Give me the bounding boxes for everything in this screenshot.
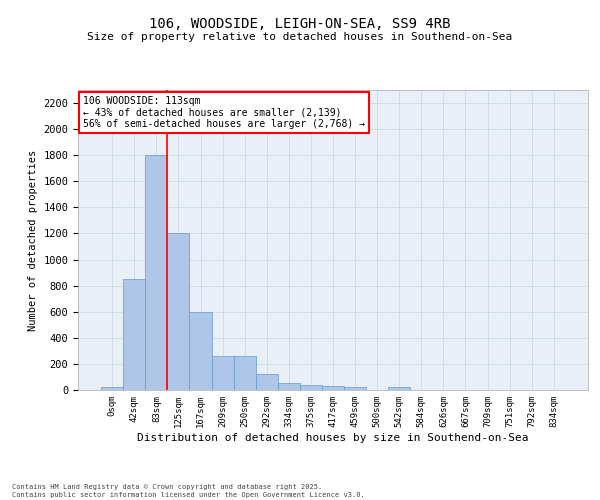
Text: 106 WOODSIDE: 113sqm
← 43% of detached houses are smaller (2,139)
56% of semi-de: 106 WOODSIDE: 113sqm ← 43% of detached h…	[83, 96, 365, 129]
Bar	[145, 155, 167, 390]
Bar	[167, 234, 190, 390]
Bar	[256, 374, 278, 390]
Bar	[344, 388, 366, 390]
Bar	[190, 312, 212, 390]
Bar	[233, 356, 256, 390]
Bar	[300, 385, 322, 390]
Bar	[212, 356, 233, 390]
Bar	[388, 388, 410, 390]
Bar	[123, 279, 145, 390]
Text: Size of property relative to detached houses in Southend-on-Sea: Size of property relative to detached ho…	[88, 32, 512, 42]
Y-axis label: Number of detached properties: Number of detached properties	[28, 150, 38, 330]
Bar	[322, 386, 344, 390]
Text: 106, WOODSIDE, LEIGH-ON-SEA, SS9 4RB: 106, WOODSIDE, LEIGH-ON-SEA, SS9 4RB	[149, 18, 451, 32]
X-axis label: Distribution of detached houses by size in Southend-on-Sea: Distribution of detached houses by size …	[137, 432, 529, 442]
Text: Contains HM Land Registry data © Crown copyright and database right 2025.
Contai: Contains HM Land Registry data © Crown c…	[12, 484, 365, 498]
Bar	[278, 384, 300, 390]
Bar	[101, 388, 123, 390]
